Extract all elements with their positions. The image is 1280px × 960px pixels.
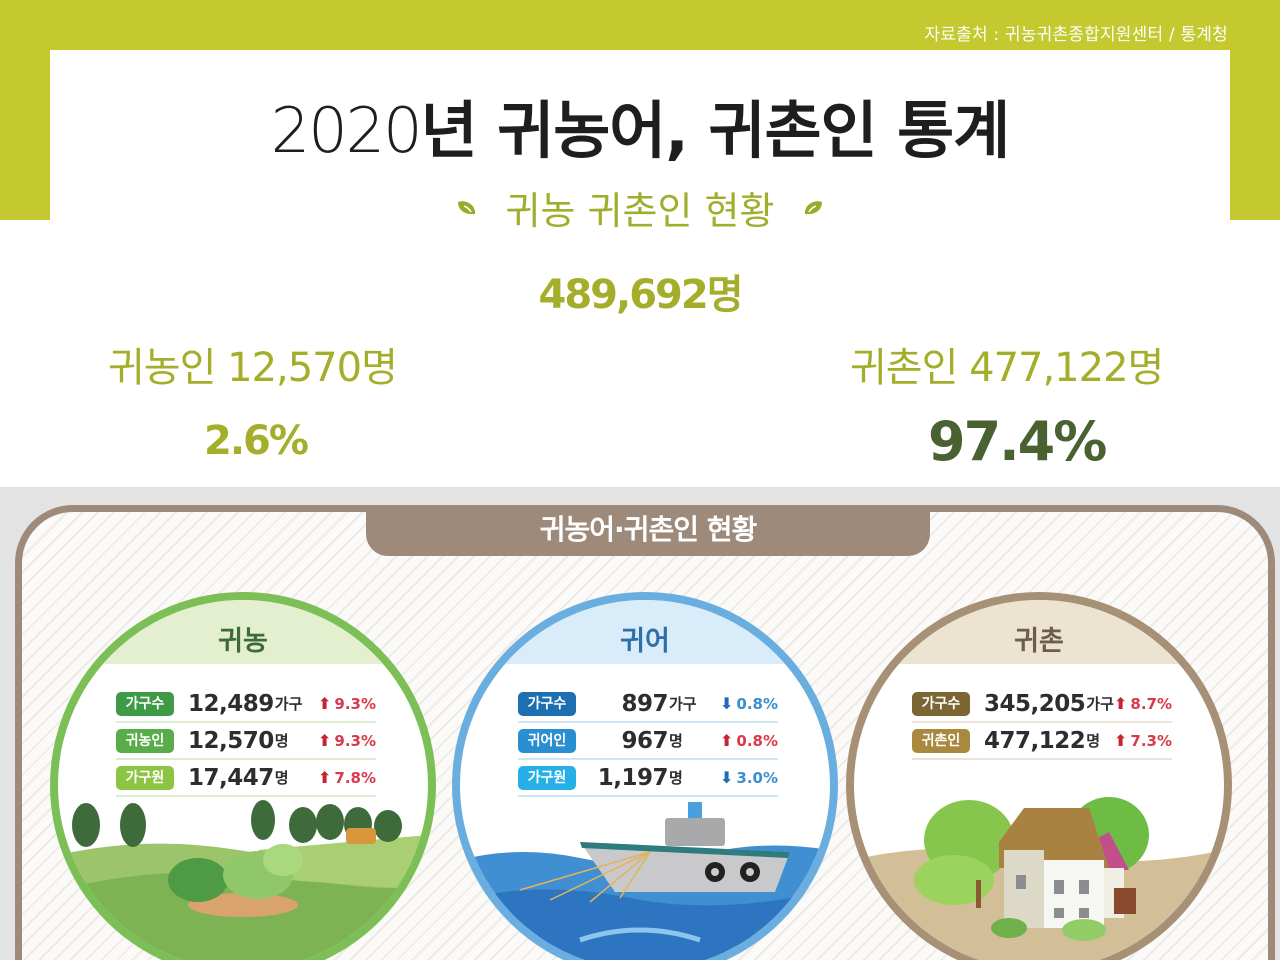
stat-change: ⬇ 3.0% bbox=[720, 768, 778, 787]
stat-value: 12,489 bbox=[188, 690, 274, 717]
stat-change: ⬇ 0.8% bbox=[720, 694, 778, 713]
stat-value: 967 bbox=[621, 727, 668, 754]
town-returnee-label: 귀촌인 477,122명 bbox=[850, 345, 1164, 391]
stat-row: 귀촌인 477,122 명 ⬆ 7.3% bbox=[912, 723, 1172, 760]
farm-returnee-percent: 2.6% bbox=[204, 418, 309, 464]
farm-field-illustration bbox=[58, 800, 428, 960]
stat-tag: 귀어인 bbox=[518, 728, 576, 753]
arrow-down-icon: ⬇ bbox=[719, 694, 734, 713]
data-source-note: 자료출처 : 귀농귀촌종합지원센터 / 통계청 bbox=[924, 25, 1228, 45]
stat-change: ⬆ 8.7% bbox=[1114, 694, 1172, 713]
title-text: 년 귀농어, 귀촌인 통계 bbox=[420, 94, 1011, 167]
subtitle: 귀농 귀촌인 현황 bbox=[0, 180, 1280, 235]
stat-tag: 가구수 bbox=[912, 691, 970, 716]
change-value: 0.8% bbox=[736, 731, 778, 750]
farm-circle: 귀농 가구수 12,489 가구 ⬆ 9.3% 귀농인 12,570 명 ⬆ 9.3… bbox=[50, 592, 436, 960]
stat-change: ⬆ 9.3% bbox=[318, 731, 376, 750]
change-value: 0.8% bbox=[736, 694, 778, 713]
stat-change: ⬆ 7.3% bbox=[1114, 731, 1172, 750]
arrow-down-icon: ⬇ bbox=[719, 768, 734, 787]
leaf-icon bbox=[457, 200, 475, 214]
rural-town-circle: 귀촌 가구수 345,205 가구 ⬆ 8.7% 귀촌인 477,122 명 ⬆ 7… bbox=[846, 592, 1232, 960]
circle-title: 귀어 bbox=[460, 600, 830, 664]
stat-unit: 가구 bbox=[669, 695, 697, 713]
stat-value: 1,197 bbox=[597, 764, 669, 791]
stat-row: 가구원 1,197 명 ⬇ 3.0% bbox=[518, 760, 778, 797]
stat-unit: 명 bbox=[1086, 732, 1101, 750]
total-count: 489,692명 bbox=[538, 272, 744, 318]
stat-tag: 귀촌인 bbox=[912, 728, 970, 753]
arrow-up-icon: ⬆ bbox=[1113, 694, 1128, 713]
stat-value: 897 bbox=[621, 690, 668, 717]
change-value: 7.8% bbox=[334, 768, 376, 787]
arrow-up-icon: ⬆ bbox=[317, 694, 332, 713]
stat-value: 17,447 bbox=[188, 764, 274, 791]
stat-unit: 명 bbox=[274, 732, 289, 750]
change-value: 7.3% bbox=[1130, 731, 1172, 750]
stat-value: 477,122 bbox=[984, 727, 1086, 754]
circle-title: 귀농 bbox=[58, 600, 428, 664]
stat-row: 가구수 897 가구 ⬇ 0.8% bbox=[518, 686, 778, 723]
stat-unit: 가구 bbox=[1086, 695, 1114, 713]
arrow-up-icon: ⬆ bbox=[317, 768, 332, 787]
farm-returnee-label: 귀농인 12,570명 bbox=[108, 345, 398, 391]
change-value: 3.0% bbox=[736, 768, 778, 787]
stat-unit: 명 bbox=[669, 732, 683, 750]
subtitle-text: 귀농 귀촌인 현황 bbox=[505, 189, 775, 233]
stat-tag: 가구원 bbox=[518, 765, 576, 790]
stat-row: 가구원 17,447 명 ⬆ 7.8% bbox=[116, 760, 376, 797]
stat-row: 귀농인 12,570 명 ⬆ 9.3% bbox=[116, 723, 376, 760]
arrow-up-icon: ⬆ bbox=[317, 731, 332, 750]
town-returnee-percent: 97.4% bbox=[928, 410, 1107, 473]
stat-tag: 가구수 bbox=[116, 691, 174, 716]
leaf-icon bbox=[805, 200, 823, 214]
stat-change: ⬆ 9.3% bbox=[318, 694, 376, 713]
stat-change: ⬆ 7.8% bbox=[318, 768, 376, 787]
fishing-boat-illustration bbox=[460, 802, 830, 960]
stat-value: 12,570 bbox=[188, 727, 274, 754]
stat-unit: 명 bbox=[274, 769, 289, 787]
frame-title: 귀농어·귀촌인 현황 bbox=[366, 508, 930, 556]
stats-list: 가구수 897 가구 ⬇ 0.8% 귀어인 967 명 ⬆ 0.8% 가구원 1,1… bbox=[518, 686, 778, 797]
stat-change: ⬆ 0.8% bbox=[720, 731, 778, 750]
stat-tag: 가구수 bbox=[518, 691, 576, 716]
change-value: 8.7% bbox=[1130, 694, 1172, 713]
country-house-illustration bbox=[854, 797, 1224, 960]
stat-tag: 가구원 bbox=[116, 765, 174, 790]
stat-value: 345,205 bbox=[984, 690, 1086, 717]
arrow-up-icon: ⬆ bbox=[719, 731, 734, 750]
stat-row: 가구수 345,205 가구 ⬆ 8.7% bbox=[912, 686, 1172, 723]
change-value: 9.3% bbox=[334, 694, 376, 713]
stat-row: 귀어인 967 명 ⬆ 0.8% bbox=[518, 723, 778, 760]
arrow-up-icon: ⬆ bbox=[1113, 731, 1128, 750]
page-title: 2020년 귀농어, 귀촌인 통계 bbox=[0, 80, 1280, 170]
stats-list: 가구수 345,205 가구 ⬆ 8.7% 귀촌인 477,122 명 ⬆ 7.3% bbox=[912, 686, 1172, 760]
title-card bbox=[50, 50, 1230, 250]
stat-unit: 명 bbox=[669, 769, 683, 787]
circle-title: 귀촌 bbox=[854, 600, 1224, 664]
change-value: 9.3% bbox=[334, 731, 376, 750]
stat-tag: 귀농인 bbox=[116, 728, 174, 753]
title-year: 2020 bbox=[270, 94, 423, 167]
fishing-circle: 귀어 가구수 897 가구 ⬇ 0.8% 귀어인 967 명 ⬆ 0.8% 가구원 … bbox=[452, 592, 838, 960]
stat-unit: 가구 bbox=[274, 695, 303, 713]
stat-row: 가구수 12,489 가구 ⬆ 9.3% bbox=[116, 686, 376, 723]
stats-list: 가구수 12,489 가구 ⬆ 9.3% 귀농인 12,570 명 ⬆ 9.3% 가… bbox=[116, 686, 376, 797]
